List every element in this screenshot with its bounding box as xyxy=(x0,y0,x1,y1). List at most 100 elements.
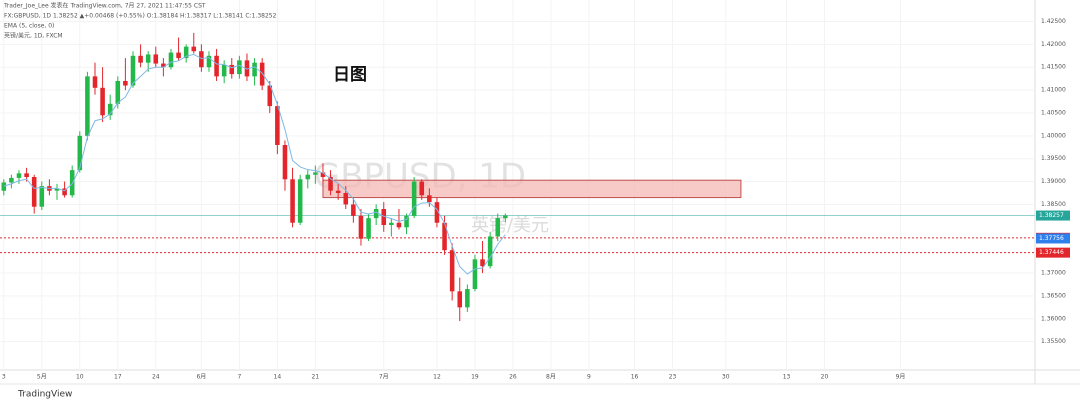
price-tag-label: 1.37756 xyxy=(1039,235,1064,242)
x-tick-label: 30 xyxy=(722,374,730,381)
candle-body xyxy=(9,177,14,183)
header-line: 英镑/美元, 1D, FXCM xyxy=(4,32,63,40)
candle-body xyxy=(39,186,45,207)
candle-body xyxy=(434,202,440,223)
candle-body xyxy=(404,215,409,228)
candle-body xyxy=(221,64,227,77)
price-tag xyxy=(1036,210,1070,221)
price-tag xyxy=(1036,233,1070,244)
x-tick-label: 10 xyxy=(76,374,84,381)
x-tick-label: 17 xyxy=(114,374,122,381)
candle-body xyxy=(419,181,425,196)
y-tick-label: 1.42500 xyxy=(1041,18,1066,25)
y-tick-label: 1.42000 xyxy=(1041,41,1066,48)
y-tick-label: 1.39000 xyxy=(1041,178,1066,185)
y-tick-label: 1.38500 xyxy=(1041,201,1066,208)
x-tick-label: 21 xyxy=(312,374,320,381)
candle-body xyxy=(31,176,37,207)
x-tick-label: 24 xyxy=(152,374,160,381)
x-tick-label: 12 xyxy=(433,374,441,381)
candle-body xyxy=(328,176,333,191)
candle-body xyxy=(24,173,29,177)
x-tick-label: 13 xyxy=(783,374,791,381)
candle-body xyxy=(411,181,417,216)
x-tick-label: 9 xyxy=(587,374,591,381)
x-tick-label: 7月 xyxy=(379,374,389,381)
candle-body xyxy=(161,63,166,68)
candle-body xyxy=(77,135,83,171)
candle-body xyxy=(199,51,204,68)
candle-body xyxy=(495,218,501,237)
logo: TradingView xyxy=(17,390,72,400)
candle-body xyxy=(244,60,250,77)
candle-body xyxy=(115,80,121,104)
y-tick-label: 1.35500 xyxy=(1041,338,1066,345)
x-tick-label: 6月 xyxy=(196,374,206,381)
candle-body xyxy=(183,46,189,59)
candle-body xyxy=(503,215,508,219)
watermark-sub: 英镑/美元 xyxy=(471,215,549,236)
x-tick-label: 20 xyxy=(821,374,829,381)
candle-body xyxy=(472,259,478,290)
candle-body xyxy=(54,188,60,191)
candle-body xyxy=(480,259,485,267)
candle-body xyxy=(449,250,455,292)
zone xyxy=(322,179,742,199)
x-tick-label: 16 xyxy=(631,374,639,381)
price-tag-label: 1.37446 xyxy=(1039,249,1064,256)
candle-body xyxy=(252,62,257,77)
candle-body xyxy=(335,190,341,194)
candle-body xyxy=(138,55,143,63)
candle-body xyxy=(123,80,128,86)
candle-body xyxy=(267,85,273,107)
candle-body xyxy=(297,179,303,223)
candle-body xyxy=(313,172,318,175)
x-tick-label: 14 xyxy=(274,374,282,381)
x-tick-label: 5月 xyxy=(37,374,47,381)
candle-body xyxy=(487,236,493,267)
ema-line xyxy=(3,53,506,275)
candle-body xyxy=(168,52,174,68)
candle-body xyxy=(130,55,136,86)
y-tick-label: 1.36000 xyxy=(1041,315,1066,322)
candle-body xyxy=(259,62,265,86)
candle-body xyxy=(427,195,432,203)
candle-body xyxy=(1,182,7,191)
x-tick-label: 23 xyxy=(669,374,677,381)
candle-body xyxy=(282,144,288,180)
y-tick-label: 1.41500 xyxy=(1041,64,1066,71)
candle-body xyxy=(457,291,463,308)
annotation: 日图 xyxy=(333,65,367,85)
y-tick-label: 1.36500 xyxy=(1041,292,1066,299)
candle-body xyxy=(343,193,349,205)
candle-body xyxy=(351,204,356,216)
candle-body xyxy=(358,215,364,239)
y-tick-label: 1.39500 xyxy=(1041,155,1066,162)
candle-body xyxy=(100,87,105,116)
candle-body xyxy=(85,76,90,136)
x-tick-label: 9月 xyxy=(896,374,906,381)
candle-body xyxy=(290,179,295,223)
candle-body xyxy=(389,222,394,226)
x-tick-label: 7 xyxy=(237,374,241,381)
header-line: EMA (5, close, 0) xyxy=(4,23,54,30)
candle-body xyxy=(92,76,98,88)
header-line: Trader_Joe_Lee 发表在 TradingView.com, 7月 2… xyxy=(3,2,206,10)
candle-body xyxy=(305,174,311,180)
candle-body xyxy=(381,209,387,226)
x-tick-label: 19 xyxy=(471,374,479,381)
header-line: FX:GBPUSD, 1D 1.38252 ▲+0.00468 (+0.55%)… xyxy=(4,13,277,20)
y-tick-label: 1.37000 xyxy=(1041,270,1066,277)
candle-body xyxy=(62,188,67,196)
y-tick-label: 1.40000 xyxy=(1041,132,1066,139)
candle-body xyxy=(214,55,219,77)
candle-body xyxy=(237,60,242,75)
candle-body xyxy=(229,64,235,75)
candle-body xyxy=(153,54,159,64)
x-tick-label: 26 xyxy=(509,374,517,381)
y-tick-label: 1.41000 xyxy=(1041,87,1066,94)
candle-body xyxy=(206,55,212,68)
